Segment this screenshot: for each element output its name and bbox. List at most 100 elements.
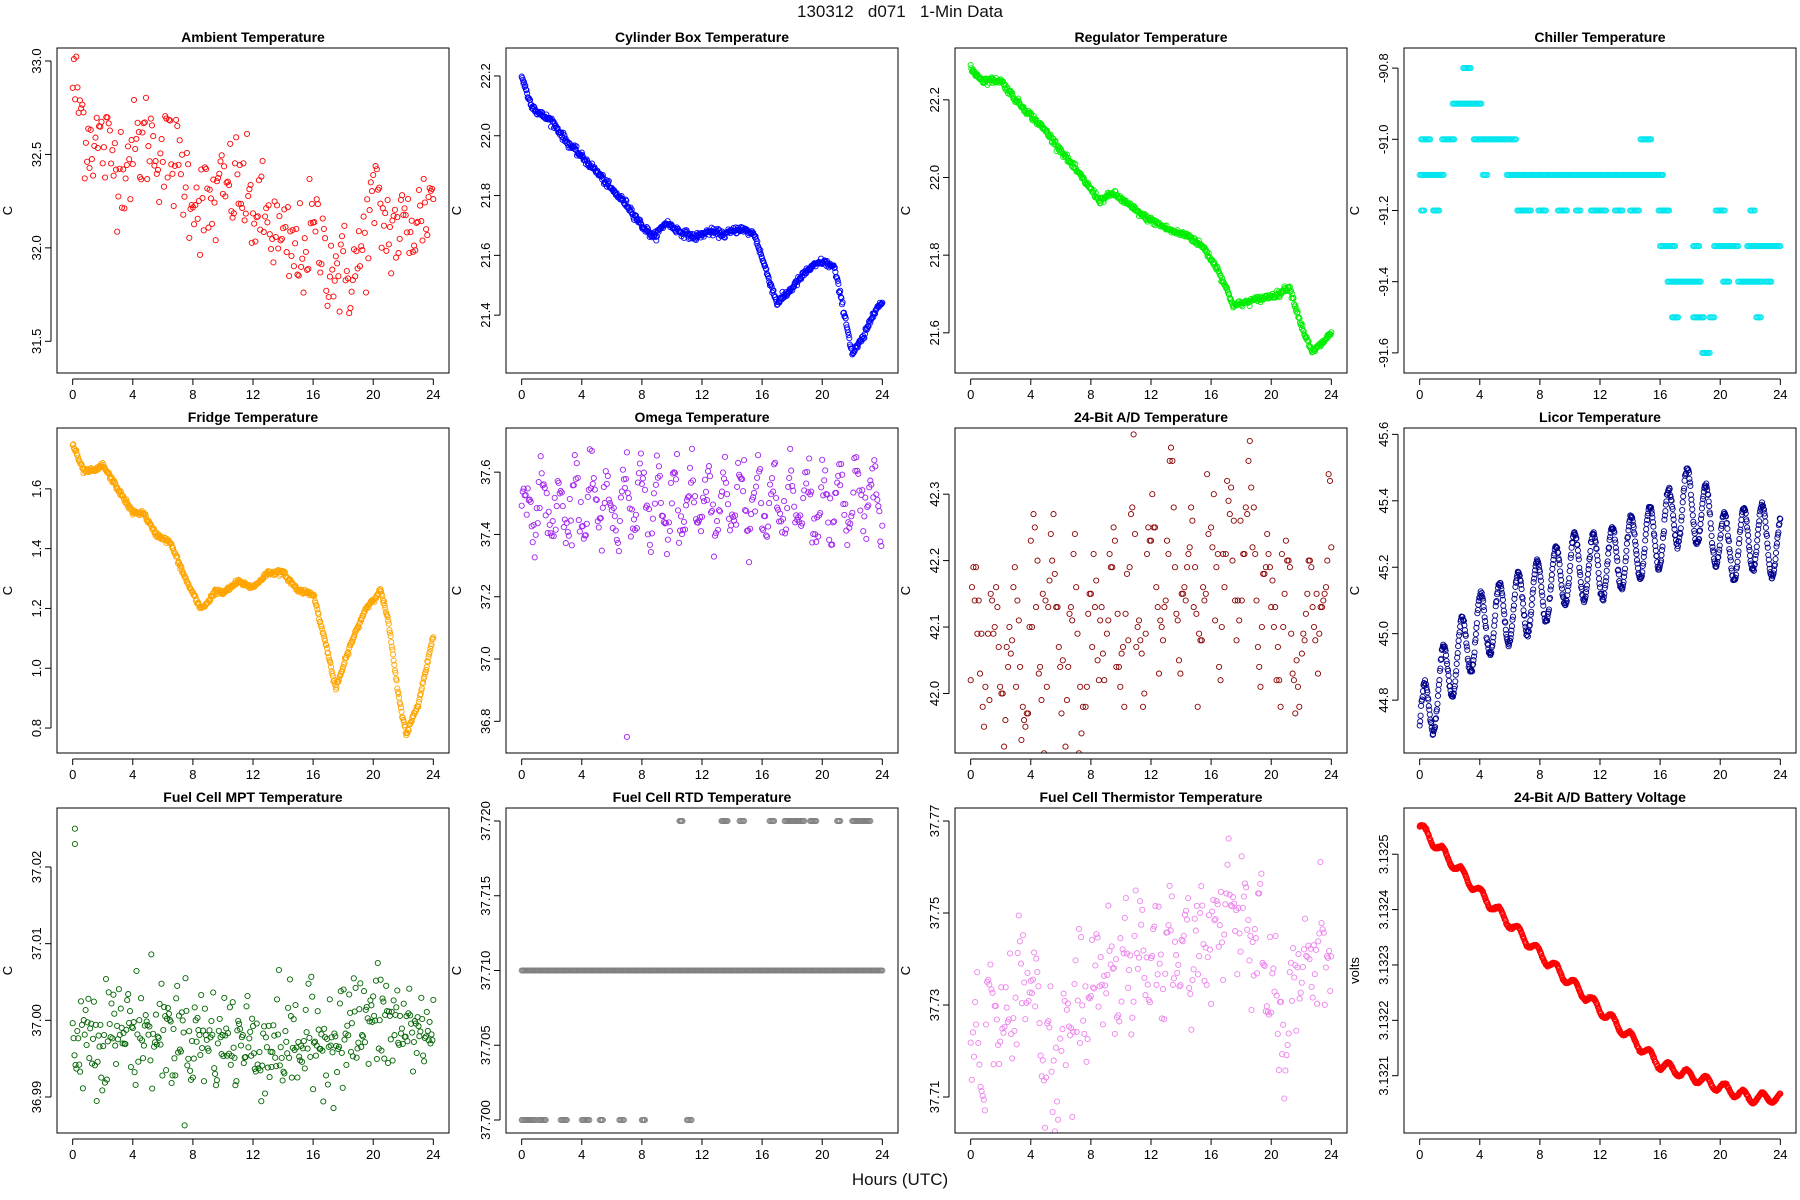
data-point (770, 488, 777, 495)
data-point (386, 629, 394, 636)
data-point (206, 1027, 213, 1034)
data-point (288, 252, 295, 260)
data-point (415, 698, 422, 706)
data-point (366, 1018, 373, 1025)
data-point (127, 1063, 134, 1071)
data-point (1650, 523, 1657, 530)
data-point (1287, 287, 1295, 294)
data-point (1551, 550, 1558, 557)
data-point (1641, 545, 1648, 553)
data-point (77, 998, 85, 1005)
data-point (99, 160, 106, 167)
data-point (317, 1045, 324, 1052)
data-point (673, 451, 681, 458)
data-point (142, 94, 150, 101)
data-point (615, 548, 622, 555)
data-point (1249, 544, 1256, 551)
data-point (243, 1003, 250, 1010)
data-point (1110, 191, 1117, 198)
x-tick-label: 16 (1204, 767, 1218, 782)
y-tick-label: 21.8 (927, 242, 942, 267)
data-point (722, 479, 730, 486)
data-point (148, 951, 155, 958)
x-tick-label: 12 (246, 767, 260, 782)
data-points (518, 445, 886, 740)
data-point (1099, 650, 1106, 657)
data-point (258, 1098, 265, 1105)
data-point (1321, 590, 1328, 597)
data-point (310, 1086, 317, 1093)
data-point (545, 508, 552, 515)
data-point (1077, 683, 1084, 690)
x-tick-label: 20 (366, 767, 380, 782)
data-point (75, 1035, 82, 1042)
data-point (109, 479, 116, 486)
data-point (970, 564, 977, 571)
data-point (1542, 207, 1549, 214)
data-point (717, 492, 725, 500)
data-points (518, 817, 886, 1124)
data-point (352, 984, 359, 991)
data-point (1758, 499, 1766, 506)
data-point (1490, 630, 1497, 637)
data-point (1605, 550, 1612, 557)
data-point (1289, 670, 1296, 677)
data-point (1085, 610, 1092, 617)
data-point (343, 1061, 350, 1068)
data-point (74, 451, 81, 458)
data-point (648, 530, 655, 537)
data-point (425, 654, 432, 661)
data-point (631, 526, 638, 534)
data-point (306, 175, 313, 183)
data-point (833, 489, 840, 496)
data-point (1630, 521, 1637, 528)
data-point (1686, 475, 1693, 482)
data-point (637, 450, 644, 457)
data-point (1549, 561, 1556, 568)
data-point (872, 463, 879, 470)
data-point (1750, 567, 1757, 574)
data-point (129, 161, 136, 168)
data-point (1557, 572, 1564, 579)
data-point (1186, 544, 1193, 551)
data-point (1675, 538, 1682, 545)
data-point (1660, 171, 1667, 178)
data-point (295, 272, 302, 279)
data-point (1497, 583, 1504, 590)
data-point (121, 205, 128, 212)
data-point (1239, 303, 1246, 310)
data-point (1513, 577, 1520, 584)
data-point (82, 1006, 89, 1014)
y-tick-label: 22.0 (927, 165, 942, 190)
data-point (141, 119, 148, 126)
data-point (1002, 717, 1009, 724)
data-point (1690, 518, 1697, 525)
data-point (1438, 655, 1445, 662)
data-point (604, 472, 611, 480)
data-point (546, 521, 553, 528)
data-point (197, 1051, 204, 1059)
data-point (311, 219, 318, 226)
data-point (534, 520, 541, 527)
data-point (759, 254, 766, 262)
data-point (1621, 565, 1629, 572)
data-point (762, 513, 769, 520)
data-point (1221, 584, 1228, 591)
data-point (1257, 296, 1265, 303)
data-point (1585, 562, 1592, 569)
data-point (980, 723, 988, 730)
data-point (1500, 607, 1507, 614)
data-point (165, 1010, 172, 1017)
x-tick-label: 12 (246, 1147, 260, 1162)
data-point (1328, 329, 1335, 336)
data-point (542, 512, 549, 519)
data-point (612, 527, 619, 534)
data-point (158, 136, 165, 143)
data-point (1498, 585, 1505, 592)
y-tick-label: 36.99 (29, 1081, 44, 1114)
data-point (1017, 663, 1024, 670)
data-point (1075, 750, 1082, 753)
data-point (424, 232, 431, 239)
y-tick-label: 33.0 (29, 48, 44, 73)
plot-frame (1403, 427, 1797, 754)
